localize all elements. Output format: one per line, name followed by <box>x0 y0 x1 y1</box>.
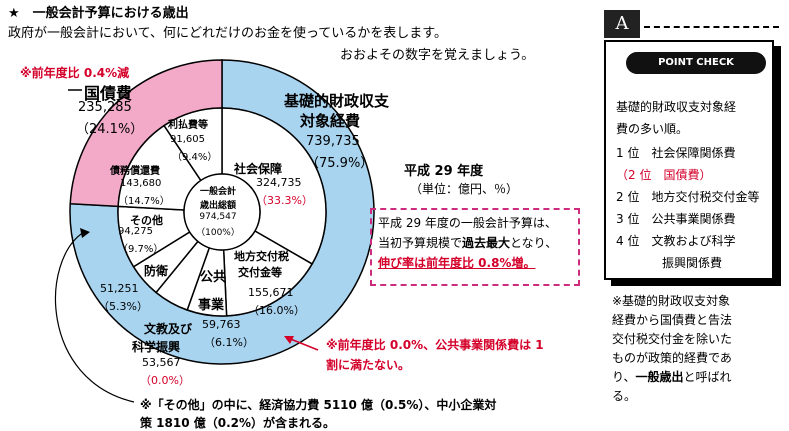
footer-note-line2: 策 1810 億（0.2%）が含まれる。 <box>140 416 336 430</box>
kiso-value: 739,735 <box>306 134 360 149</box>
bunkyo-label-line1: 文教及び <box>144 322 193 336</box>
bunkyo-value: 53,567 <box>142 356 181 369</box>
chiho-value: 155,671 <box>248 286 294 299</box>
shakai-pct: （33.3%） <box>256 194 313 207</box>
bunkyo-pct: （0.0%） <box>140 374 190 387</box>
kokusai-change-note: ※前年度比 0.4%減 <box>20 66 130 80</box>
bunkyo-label-line2: 科学振興 <box>132 340 181 354</box>
panel-intro-1: 基礎的財政収支対象経 <box>616 100 737 114</box>
boei-pct: （5.3%） <box>98 300 148 313</box>
center-value: 974,547 <box>199 212 237 222</box>
sonota-label: その他 <box>130 214 163 227</box>
sonota-arrow-head <box>80 228 90 238</box>
panel-item-kokusai: （2 位 国債費） <box>616 168 712 182</box>
koukyo-note-arrow <box>287 337 319 351</box>
panel-item-3: 3 位 公共事業関係費 <box>616 212 736 226</box>
kiso-pct: （75.9%） <box>306 156 374 171</box>
saimu-pct: （14.7%） <box>118 196 170 207</box>
koukyo-note-line1: ※前年度比 0.0%、公共事業関係費は 1 <box>326 338 544 352</box>
intro-line-2: おおよその数字を覚えましょう。 <box>340 48 535 63</box>
koukyo-label-line2: 事業 <box>198 298 225 313</box>
koukyo-value: 59,763 <box>202 318 241 331</box>
chiho-label-line1: 地方交付税 <box>234 250 289 263</box>
sonota-pct: （9.7%） <box>118 244 164 255</box>
badge-divider <box>644 26 779 28</box>
saimu-value: 143,680 <box>120 178 162 189</box>
page-title: ★ 一般会計予算における歳出 <box>8 6 189 21</box>
riharai-label: 利払費等 <box>168 120 208 131</box>
panel-item-4: 4 位 文教および科学 <box>616 234 736 248</box>
note-line-3: 伸び率は前年度比 0.8%増。 <box>378 256 536 270</box>
point-check-tab: POINT CHECK <box>626 52 766 74</box>
note-line-2: 当初予算規模で過去最大となり、 <box>378 236 558 250</box>
side-note: ※基礎的財政収支対象 経費から国債費と告法 交付税交付金を除いた ものが政策的経… <box>612 294 733 403</box>
riharai-pct: （9.4%） <box>172 152 218 163</box>
shakai-value: 324,735 <box>256 176 302 189</box>
saimu-label: 債務償還費 <box>110 166 160 177</box>
budget-note-box: 平成 29 年度の一般会計予算は、 当初予算規模で過去最大となり、 伸び率は前年… <box>370 208 580 286</box>
chiho-pct: （16.0%） <box>248 304 305 317</box>
koukyo-label-line1: 公共 <box>200 270 227 285</box>
shakai-label: 社会保障 <box>234 162 283 176</box>
center-label-2: 歳出総額 <box>199 201 236 211</box>
sonota-footer-arrow <box>54 231 135 403</box>
footer-note-line1: ※「その他」の中に、経済協力費 5110 億（0.5%）、中小企業対 <box>140 398 497 412</box>
kiso-label-line1: 基礎的財政収支 <box>284 92 390 110</box>
center-label-1: 一般会計 <box>199 187 236 197</box>
panel-item-2: 2 位 地方交付税交付金等 <box>616 190 760 204</box>
pie-center <box>183 173 261 251</box>
intro-line-1: 政府が一般会計において、何にどれだけのお金を使っているかを表します。 <box>8 26 448 41</box>
kokusai-label: 国債費 <box>84 84 133 103</box>
note-line-1: 平成 29 年度の一般会計予算は、 <box>378 216 557 230</box>
sonota-value: 94,275 <box>118 226 153 237</box>
kokusai-value: 235,285 <box>78 100 132 115</box>
unit-label: （単位：億円、％） <box>410 182 519 196</box>
panel-item-4-cont: 振興関係費 <box>662 256 723 270</box>
kiso-label-line2: 対象経費 <box>300 112 361 130</box>
section-badge: A <box>604 10 640 38</box>
point-check-panel: POINT CHECK 基礎的財政収支対象経 費の多い順。 1 位 社会保障関係… <box>604 40 774 280</box>
koukyo-note-line2: 割に満たない。 <box>326 358 411 372</box>
chiho-label-line2: 交付金等 <box>238 266 282 279</box>
panel-intro-2: 費の多い順。 <box>616 122 689 136</box>
koukyo-pct: （6.1%） <box>204 336 254 349</box>
boei-value: 51,251 <box>100 282 139 295</box>
year-label: 平成 29 年度 <box>404 164 484 179</box>
panel-item-1: 1 位 社会保障関係費 <box>616 146 736 160</box>
center-pct: （100%） <box>196 228 240 238</box>
riharai-value: 91,605 <box>170 134 205 145</box>
koukyo-arrow-head <box>284 336 294 344</box>
boei-label: 防衛 <box>144 264 169 278</box>
kokusai-pct: （24.1%） <box>76 122 144 137</box>
